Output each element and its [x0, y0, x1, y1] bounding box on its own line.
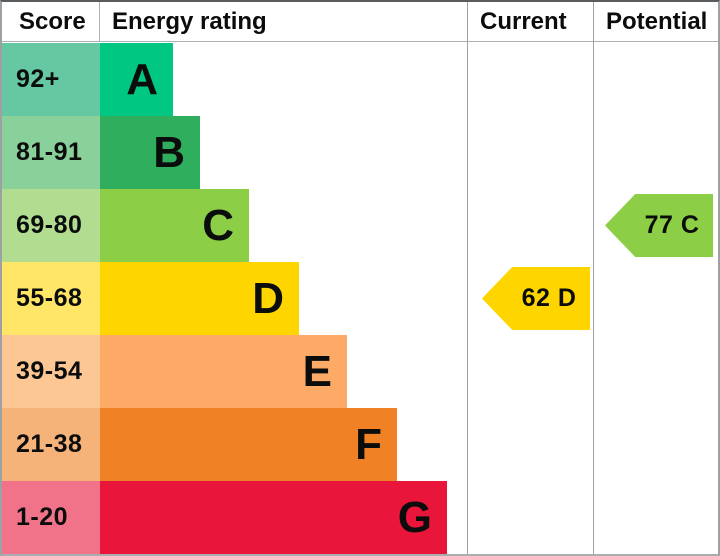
band-bar-f: F: [100, 408, 397, 481]
band-row-g: 1-20 G: [2, 481, 467, 554]
band-row-b: 81-91 B: [2, 116, 467, 189]
current-rating-arrow: 62 D: [482, 267, 590, 330]
band-bar-a: A: [100, 43, 173, 116]
band-score-range: 55-68: [2, 262, 100, 335]
chart-header-row: Score Energy rating Current Potential: [2, 2, 718, 42]
band-bar-d: D: [100, 262, 299, 335]
band-score-range: 69-80: [2, 189, 100, 262]
band-score-range: 81-91: [2, 116, 100, 189]
current-rating-label: 62 D: [521, 284, 577, 312]
band-score-range: 1-20: [2, 481, 100, 554]
potential-rating-label: 77 C: [644, 211, 700, 239]
potential-rating-arrow: 77 C: [605, 194, 713, 257]
band-bar-c: C: [100, 189, 249, 262]
band-row-f: 21-38 F: [2, 408, 467, 481]
band-row-d: 55-68 D: [2, 262, 467, 335]
band-score-range: 39-54: [2, 335, 100, 408]
band-score-range: 21-38: [2, 408, 100, 481]
band-bar-e: E: [100, 335, 347, 408]
header-score: Score: [2, 2, 100, 41]
band-row-e: 39-54 E: [2, 335, 467, 408]
divider-current-column: [467, 2, 468, 554]
header-energy-rating: Energy rating: [112, 7, 267, 35]
band-row-a: 92+ A: [2, 43, 467, 116]
band-bar-b: B: [100, 116, 200, 189]
band-bar-g: G: [100, 481, 447, 554]
header-potential: Potential: [606, 7, 708, 35]
band-score-range: 92+: [2, 43, 100, 116]
divider-potential-column: [593, 2, 594, 554]
band-rows: 92+ A 81-91 B 69-80 C 55-68 D 39-54 E 21…: [2, 43, 467, 554]
band-row-c: 69-80 C: [2, 189, 467, 262]
header-current: Current: [480, 7, 567, 35]
